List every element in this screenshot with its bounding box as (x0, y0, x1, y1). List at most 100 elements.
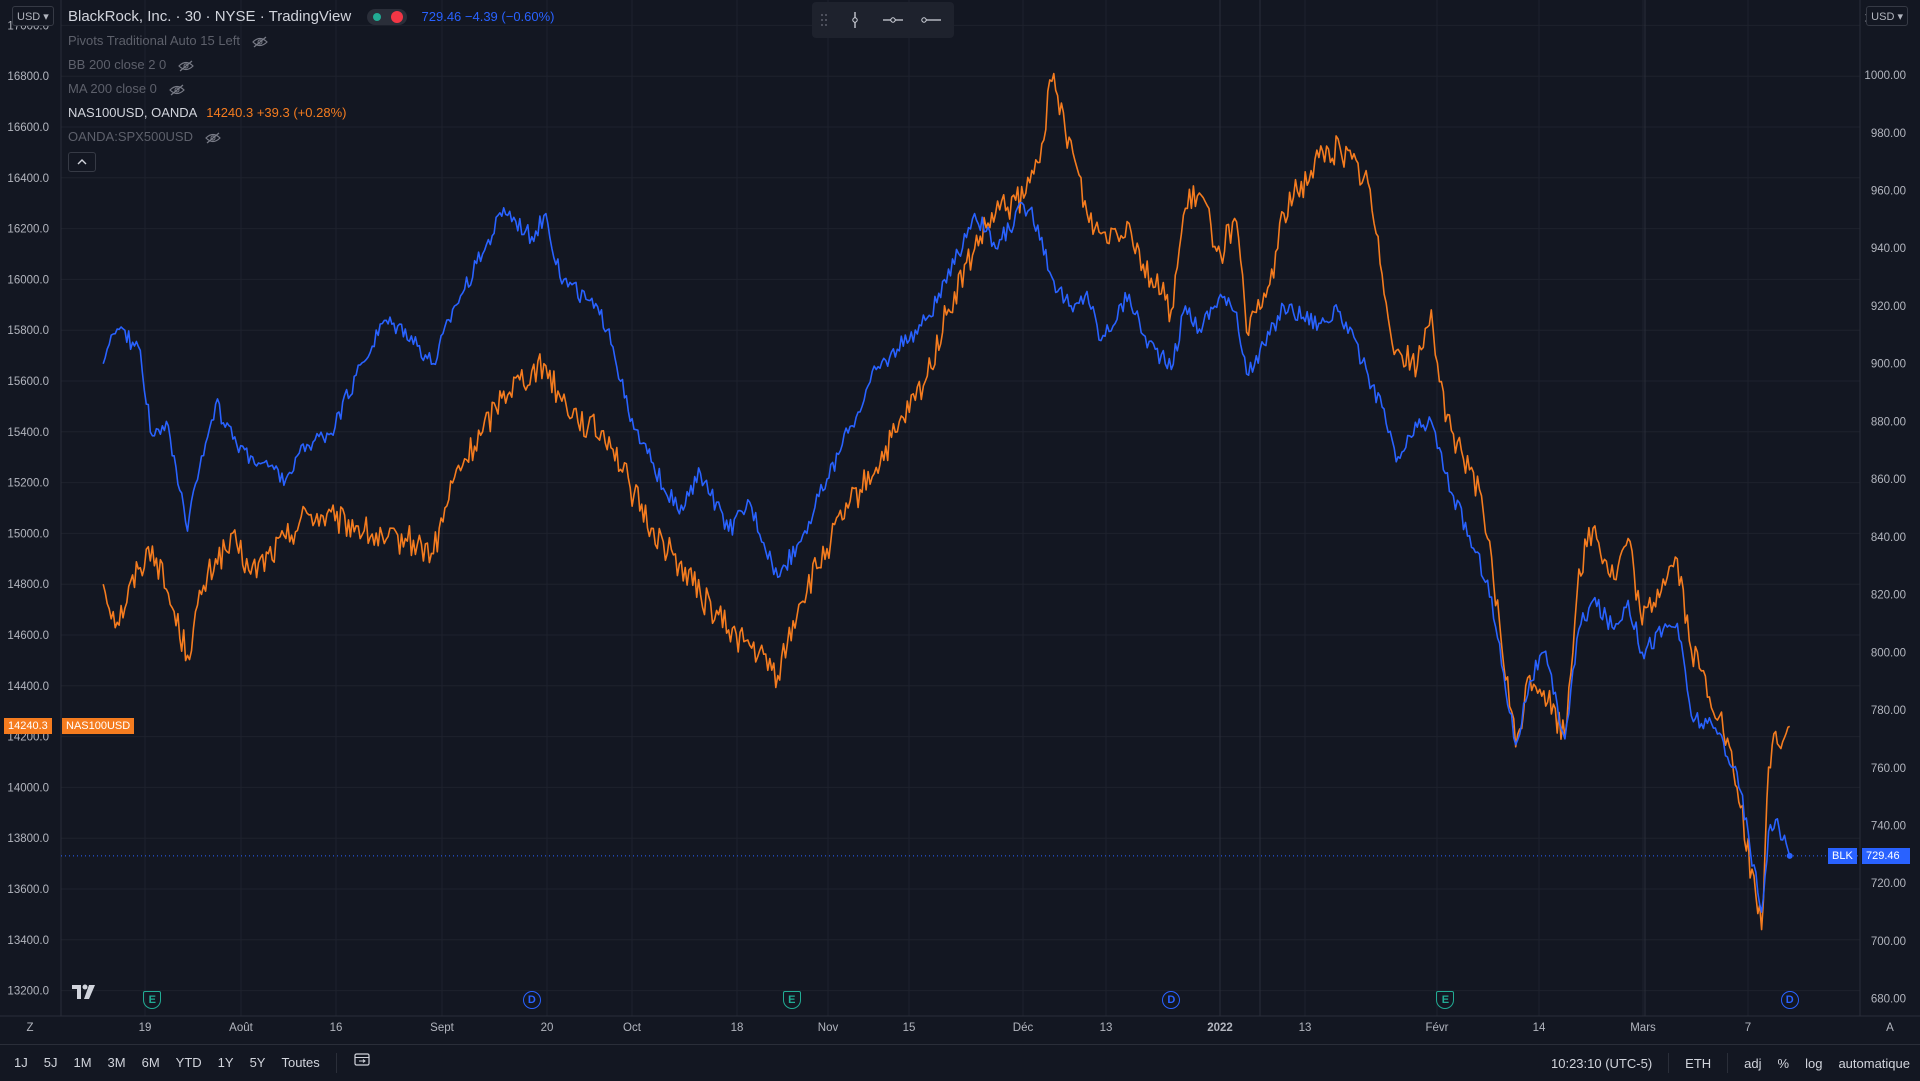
range-button[interactable]: 3M (107, 1055, 126, 1070)
axis-corner-left[interactable]: Z (26, 1022, 33, 1034)
blk-price-tag: 729.46 (1862, 847, 1910, 864)
range-button[interactable]: 1Y (217, 1055, 234, 1070)
time-axis-tick-label: 13 (1100, 1022, 1113, 1034)
percent-scale-toggle[interactable]: % (1777, 1055, 1790, 1071)
right-axis-tick-label: 840.00 (1871, 532, 1906, 544)
left-axis-tick-label: 15000.0 (7, 528, 49, 540)
vertical-line-tool-icon[interactable] (836, 2, 874, 38)
legend-collapse-button[interactable] (68, 152, 96, 172)
horizontal-line-tool-icon[interactable] (874, 2, 912, 38)
range-button[interactable]: Toutes (281, 1055, 320, 1070)
divider (335, 1053, 337, 1073)
date-range-button[interactable] (345, 1051, 379, 1075)
left-price-axis[interactable]: 17000.016800.016600.016400.016200.016000… (7, 20, 49, 997)
tradingview-logo-icon[interactable] (70, 980, 98, 1004)
bottom-right-controls: 10:23:10 (UTC-5) ETH adj % log automatiq… (1535, 1045, 1910, 1081)
series-lines (102, 72, 1791, 931)
left-axis-tick-label: 15600.0 (7, 376, 49, 388)
log-scale-toggle[interactable]: log (1805, 1055, 1823, 1071)
dividend-marker[interactable]: D (1162, 991, 1181, 1009)
right-axis-tick-label: 940.00 (1871, 243, 1906, 255)
legend-indicator-bb[interactable]: BB 200 close 2 0 (68, 56, 194, 74)
main-series-legend[interactable]: BlackRock, Inc. · 30 · NYSE · TradingVie… (68, 8, 555, 26)
left-axis-tick-label: 15800.0 (7, 325, 49, 337)
floating-toolbar[interactable] (812, 2, 954, 38)
time-axis-tick-label: Oct (623, 1022, 642, 1034)
left-axis-tick-label: 14600.0 (7, 630, 49, 642)
series-line-blk[interactable] (102, 201, 1791, 913)
range-button[interactable]: YTD (175, 1055, 202, 1070)
axis-corner-right[interactable]: A (1886, 1022, 1894, 1034)
eye-off-icon[interactable] (204, 132, 221, 144)
left-axis-tick-label: 16000.0 (7, 274, 49, 286)
series-line-nas100usd[interactable] (102, 72, 1791, 931)
left-axis-tick-label: 14000.0 (7, 782, 49, 794)
left-axis-tick-label: 13400.0 (7, 935, 49, 947)
blk-symbol-tag-label: BLK (1832, 849, 1853, 862)
time-axis-tick-label: Févr (1426, 1022, 1449, 1034)
left-axis-tick-label: 13200.0 (7, 986, 49, 998)
range-button[interactable]: 1J (14, 1055, 28, 1070)
dividend-marker[interactable]: D (1780, 991, 1799, 1009)
right-axis-tick-label: 820.00 (1871, 590, 1906, 602)
currency-selector-right[interactable]: USD ▾ (1866, 6, 1908, 26)
drag-handle-icon[interactable] (812, 2, 836, 38)
nas-price-tag-value: 14240.3 (8, 720, 48, 733)
nas-symbol-tag: NAS100USD (62, 718, 135, 735)
left-axis-tick-label: 15200.0 (7, 478, 49, 490)
eye-off-icon[interactable] (168, 84, 185, 96)
time-axis-tick-label: 14 (1533, 1022, 1546, 1034)
chart-canvas[interactable]: 17000.016800.016600.016400.016200.016000… (0, 0, 1920, 1044)
grid (61, 0, 1860, 1016)
nas-symbol-tag-label: NAS100USD (66, 720, 131, 733)
right-axis-tick-label: 780.00 (1871, 705, 1906, 717)
left-axis-tick-label: 16600.0 (7, 122, 49, 134)
clock-timezone[interactable]: 10:23:10 (UTC-5) (1551, 1055, 1653, 1071)
eye-off-icon[interactable] (178, 60, 194, 72)
horizontal-ray-tool-icon[interactable] (912, 2, 950, 38)
eye-off-icon[interactable] (251, 36, 268, 48)
session-toggle[interactable]: ETH (1685, 1055, 1712, 1071)
legend-indicator-ma[interactable]: MA 200 close 0 (68, 80, 185, 98)
time-axis-tick-label: Sept (430, 1022, 454, 1034)
time-axis-tick-label: 20 (541, 1022, 554, 1034)
earnings-marker[interactable]: E (1436, 991, 1455, 1009)
right-axis-tick-label: 760.00 (1871, 763, 1906, 775)
range-button[interactable]: 6M (141, 1055, 160, 1070)
range-button[interactable]: 5J (43, 1055, 58, 1070)
currency-left-label: USD (17, 11, 41, 23)
left-axis-tick-label: 16800.0 (7, 71, 49, 83)
legend-compare-nas100[interactable]: NAS100USD, OANDA 14240.3 +39.3 (+0.28%) (68, 104, 346, 122)
market-closed-icon (391, 11, 404, 24)
adjust-toggle[interactable]: adj (1744, 1055, 1762, 1071)
legend-compare-spx500[interactable]: OANDA:SPX500USD (68, 128, 221, 146)
range-button[interactable]: 5Y (249, 1055, 266, 1070)
left-axis-tick-label: 16200.0 (7, 224, 49, 236)
earnings-marker[interactable]: E (782, 991, 801, 1009)
right-axis-tick-label: 800.00 (1871, 647, 1906, 659)
nas-price-tag: 14240.3 (4, 718, 52, 735)
time-axis[interactable]: 19 Août 16 Sept 20 Oct 18 Nov 15 Déc 13 2022 13 Févr 1… (139, 1022, 1752, 1034)
market-status-toggle[interactable] (367, 9, 408, 26)
range-button[interactable]: 1M (73, 1055, 92, 1070)
blk-quote: 729.46 −4.39 (−0.60%) (421, 9, 555, 24)
bottom-toolbar: 1J 5J 1M 3M 6M YTD 1Y 5Y Toutes 10:23:10 (UTC-5)… (0, 1044, 1920, 1081)
legend-indicator-pivots[interactable]: Pivots Traditional Auto 15 Left (68, 32, 268, 50)
earnings-marker[interactable]: E (143, 991, 162, 1009)
right-axis-tick-label: 880.00 (1871, 416, 1906, 428)
right-axis-tick-label: 860.00 (1871, 474, 1906, 486)
left-axis-tick-label: 16400.0 (7, 173, 49, 185)
currency-right-label: USD (1871, 11, 1895, 23)
right-axis-tick-label: 960.00 (1871, 186, 1906, 198)
currency-selector-left[interactable]: USD ▾ (12, 6, 54, 26)
symbol-title[interactable]: BlackRock, Inc. · 30 · NYSE · TradingVie… (68, 8, 352, 25)
time-axis-tick-label: Déc (1013, 1022, 1034, 1034)
chevron-down-icon: ▾ (43, 11, 49, 23)
dividend-marker[interactable]: D (522, 991, 541, 1009)
left-axis-tick-label: 14800.0 (7, 579, 49, 591)
auto-scale-toggle[interactable]: automatique (1838, 1055, 1910, 1071)
blk-last-point (1786, 852, 1793, 859)
right-axis-tick-label: 740.00 (1871, 821, 1906, 833)
time-axis-tick-label: 7 (1745, 1022, 1751, 1034)
time-axis-tick-label: 13 (1299, 1022, 1312, 1034)
